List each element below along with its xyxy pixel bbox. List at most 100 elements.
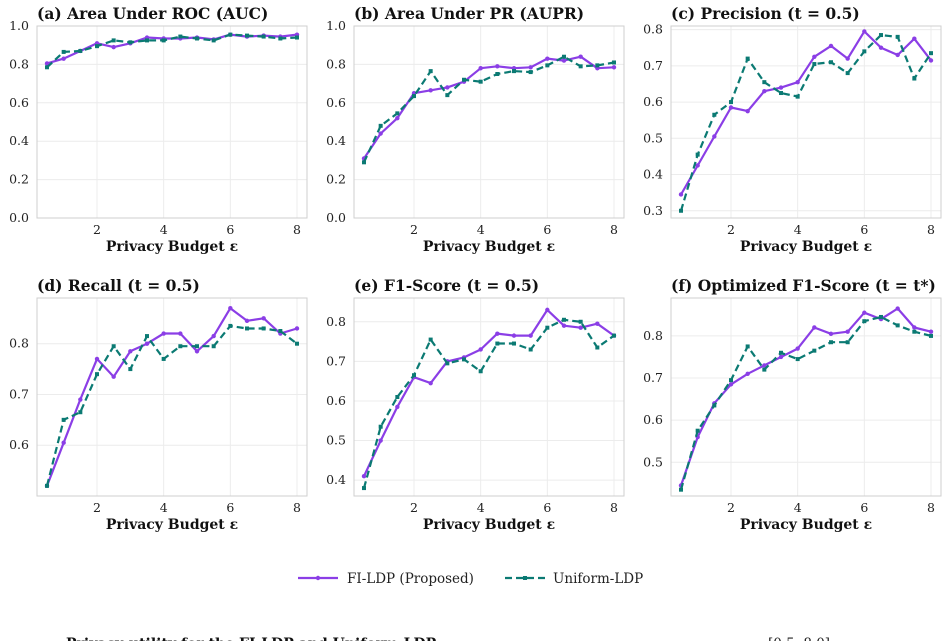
- data-point-fi-ldp: [228, 305, 233, 311]
- caption-left: Privacy-utility for the FI-LDP and Unifo…: [66, 636, 437, 641]
- x-axis-label: Privacy Budget ε: [106, 239, 238, 255]
- data-point-fi-ldp: [211, 333, 216, 339]
- data-point-fi-ldp: [895, 306, 900, 311]
- data-point-fi-ldp: [795, 79, 800, 85]
- data-point-uniform-ldp: [261, 34, 266, 39]
- data-point-uniform-ldp: [78, 410, 83, 415]
- data-point-fi-ldp: [778, 354, 784, 360]
- y-tick-label: 0.8: [326, 314, 346, 329]
- y-tick-label: 0.5: [643, 130, 663, 145]
- data-point-fi-ldp: [545, 56, 550, 61]
- data-point-fi-ldp: [828, 43, 834, 49]
- y-tick-label: 0.7: [643, 370, 663, 385]
- data-point-fi-ldp: [828, 331, 834, 337]
- data-point-fi-ldp: [495, 331, 500, 336]
- data-point-uniform-ldp: [362, 486, 366, 491]
- data-point-uniform-ldp: [578, 319, 583, 324]
- chart-panel-b: (b) Area Under PR (AUPR) 2 4 6 8 0.0 0.2 0.4 0.6…: [326, 4, 625, 255]
- caption-right: [0.5, 8.0]: [768, 636, 830, 641]
- x-tick-label: 6: [860, 500, 868, 515]
- data-point-uniform-ldp: [95, 44, 99, 49]
- data-point-fi-ldp: [395, 404, 400, 410]
- y-tick-label: 0.6: [326, 95, 346, 110]
- data-point-uniform-ldp: [712, 112, 717, 117]
- data-point-uniform-ldp: [495, 341, 500, 346]
- y-tick-label: 1.0: [326, 18, 346, 33]
- data-point-fi-ldp: [762, 363, 767, 368]
- x-axis-label: Privacy Budget ε: [423, 239, 555, 255]
- data-point-fi-ldp: [294, 326, 300, 331]
- panel-title: (a) Area Under ROC (AUC): [37, 4, 268, 23]
- data-point-uniform-ldp: [245, 33, 249, 38]
- data-point-uniform-ldp: [879, 314, 883, 319]
- data-point-uniform-ldp: [695, 152, 700, 157]
- y-tick-label: 0.0: [326, 210, 346, 225]
- y-tick-label: 0.0: [9, 210, 29, 225]
- data-point-fi-ldp: [528, 333, 533, 338]
- data-point-uniform-ldp: [679, 487, 683, 492]
- data-point-fi-ldp: [728, 105, 734, 110]
- data-point-fi-ldp: [728, 382, 734, 387]
- data-point-uniform-ldp: [929, 333, 933, 338]
- data-point-uniform-ldp: [729, 100, 733, 105]
- data-point-uniform-ldp: [929, 51, 933, 56]
- data-point-fi-ldp: [878, 45, 884, 50]
- y-tick-label: 1.0: [9, 18, 29, 33]
- series-line-uniform-ldp: [45, 324, 298, 487]
- data-point-uniform-ldp: [679, 208, 683, 213]
- data-point-fi-ldp: [361, 474, 367, 479]
- data-point-fi-ldp: [812, 325, 817, 330]
- data-point-fi-ldp: [712, 134, 717, 139]
- y-tick-label: 0.8: [9, 336, 29, 351]
- data-point-uniform-ldp: [211, 344, 216, 349]
- data-point-uniform-ldp: [545, 325, 550, 330]
- y-tick-label: 0.6: [643, 94, 663, 109]
- data-point-fi-ldp: [44, 61, 50, 66]
- legend-label-uniform-ldp: Uniform-LDP: [553, 571, 643, 587]
- data-point-uniform-ldp: [895, 323, 900, 328]
- data-point-uniform-ldp: [412, 373, 416, 378]
- x-tick-label: 8: [927, 500, 935, 515]
- data-point-fi-ldp: [678, 192, 684, 197]
- data-point-uniform-ldp: [829, 340, 833, 345]
- data-point-uniform-ldp: [428, 69, 433, 74]
- y-tick-label: 0.6: [9, 95, 29, 110]
- data-point-fi-ldp: [561, 323, 567, 328]
- data-point-fi-ldp: [378, 438, 383, 443]
- data-point-uniform-ldp: [528, 70, 533, 75]
- x-tick-label: 2: [727, 222, 735, 237]
- data-point-uniform-ldp: [278, 329, 283, 333]
- data-point-uniform-ldp: [595, 345, 600, 350]
- data-point-fi-ldp: [244, 318, 250, 324]
- data-point-fi-ldp: [862, 29, 867, 34]
- y-tick-label: 0.5: [326, 433, 346, 448]
- data-point-fi-ldp: [578, 54, 583, 59]
- data-point-fi-ldp: [445, 85, 450, 90]
- data-point-uniform-ldp: [195, 344, 199, 349]
- data-point-uniform-ldp: [428, 337, 433, 342]
- data-point-uniform-ldp: [478, 79, 483, 84]
- plot-area: [37, 298, 307, 496]
- plot-frame: [36, 297, 308, 497]
- data-point-fi-ldp: [428, 88, 433, 93]
- data-point-uniform-ldp: [378, 424, 383, 429]
- series-line-fi-ldp: [680, 30, 932, 196]
- plot-frame: [670, 25, 942, 219]
- x-tick-label: 2: [410, 500, 418, 515]
- data-point-uniform-ldp: [228, 32, 233, 37]
- x-tick-label: 8: [293, 500, 301, 515]
- chart-panel-e: (e) F1-Score (t = 0.5) 2 4 6 8 0.4 0.5 0.6 0.7 0.…: [326, 276, 625, 533]
- data-point-fi-ldp: [261, 316, 266, 321]
- data-point-uniform-ldp: [779, 350, 783, 355]
- data-point-fi-ldp: [161, 331, 166, 336]
- data-point-uniform-ldp: [78, 48, 83, 53]
- series-line-uniform-ldp: [46, 33, 298, 69]
- data-point-uniform-ldp: [45, 65, 49, 70]
- data-point-uniform-ldp: [562, 317, 566, 322]
- data-point-uniform-ldp: [378, 123, 383, 128]
- panel-title: (f) Optimized F1-Score (t = t*): [671, 276, 936, 295]
- y-tick-label: 0.2: [9, 172, 29, 187]
- data-point-uniform-ldp: [111, 38, 116, 43]
- y-tick-label: 0.4: [326, 472, 346, 487]
- data-point-uniform-ldp: [61, 417, 66, 422]
